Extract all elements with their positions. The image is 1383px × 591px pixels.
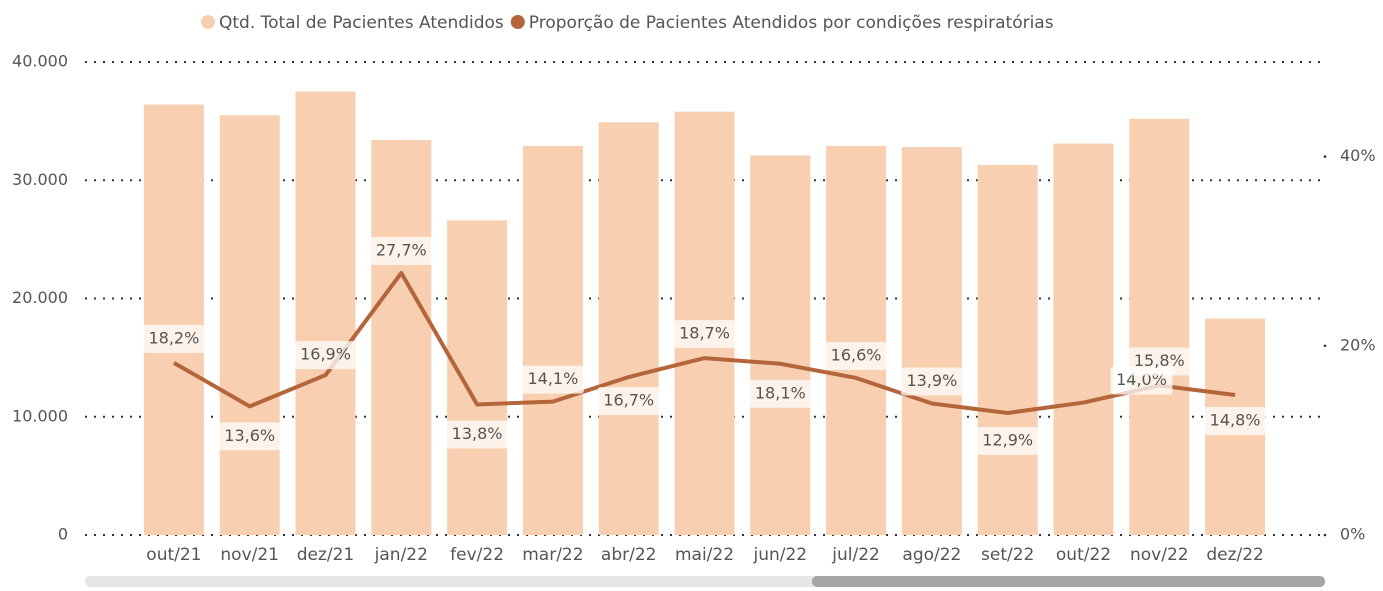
x-tick-label: nov/21 [220,545,279,565]
data-label: 18,2% [148,328,199,347]
data-label-bg [673,320,736,349]
data-label: 13,9% [906,371,957,390]
data-label-bg [370,236,433,265]
data-label-bg [825,341,888,370]
y-tick-label: 0 [58,525,68,544]
bar [1053,143,1114,535]
data-label: 13,6% [224,426,275,445]
x-tick-label: abr/22 [601,545,657,565]
x-tick-label: jan/22 [374,545,428,565]
data-label-bg [900,367,963,396]
data-label: 14,8% [1210,410,1261,429]
data-label: 15,8% [1134,351,1185,370]
bar [447,220,508,535]
x-tick-label: mai/22 [675,545,734,565]
data-label: 27,7% [376,240,427,259]
x-tick-label: fev/22 [450,545,504,565]
bar [219,115,280,536]
data-label: 14,1% [527,369,578,388]
x-tick-label: jul/22 [831,545,880,565]
data-label: 18,1% [755,383,806,402]
data-label-bg [521,365,584,394]
data-label-bg [142,324,205,353]
legend-marker [201,15,215,29]
x-tick-label: mar/22 [522,545,583,565]
bar [750,155,811,536]
scrollbar-thumb[interactable] [812,576,1325,587]
data-label: 16,6% [831,345,882,364]
y2-tick-label: 0% [1340,525,1365,544]
data-label-bg [218,422,281,451]
y-tick-label: 20.000 [12,288,68,307]
y2-tick-label: 40% [1340,146,1376,165]
data-label: 16,7% [603,391,654,410]
legend: Qtd. Total de Pacientes Atendidos Proporç… [201,13,1054,33]
legend-marker [510,15,525,29]
data-label-bg [446,420,509,449]
x-tick-label: jun/22 [752,545,807,565]
data-label-bg [597,387,660,416]
y-tick-label: 40.000 [12,52,68,71]
data-label: 18,7% [679,324,730,343]
data-label-bg [749,379,812,408]
line [172,270,1236,415]
data-label-bg [976,426,1039,455]
bar [295,91,356,535]
data-label-bg [294,341,357,370]
bar [977,164,1038,535]
bar [143,104,204,535]
y2-tick-mark [1323,533,1327,537]
x-tick-label: ago/22 [902,545,961,565]
data-label-bg [1204,406,1267,435]
y2-tick-mark [1323,155,1327,158]
legend-label: Qtd. Total de Pacientes Atendidos [219,13,504,33]
data-label: 12,9% [982,430,1033,449]
data-label: 16,9% [300,345,351,364]
bar [826,145,887,535]
data-label: 13,8% [452,424,503,443]
x-tick-label: out/21 [146,545,201,565]
x-tick-label: set/22 [981,545,1034,565]
y-tick-label: 30.000 [12,170,68,189]
bar [1129,118,1190,535]
x-tick-label: nov/22 [1130,545,1189,565]
x-tick-label: dez/21 [297,545,355,565]
bar [598,122,659,536]
legend-label: Proporção de Pacientes Atendidos por con… [529,13,1054,33]
y-tick-label: 10.000 [12,406,68,425]
data-label-bg [1128,347,1191,376]
x-tick-label: out/22 [1056,545,1111,565]
y2-tick-mark [1323,344,1327,348]
bar [522,145,583,535]
bar [371,140,432,536]
x-tick-label: dez/22 [1206,545,1264,565]
bar [901,147,962,535]
y2-tick-label: 20% [1340,335,1376,354]
